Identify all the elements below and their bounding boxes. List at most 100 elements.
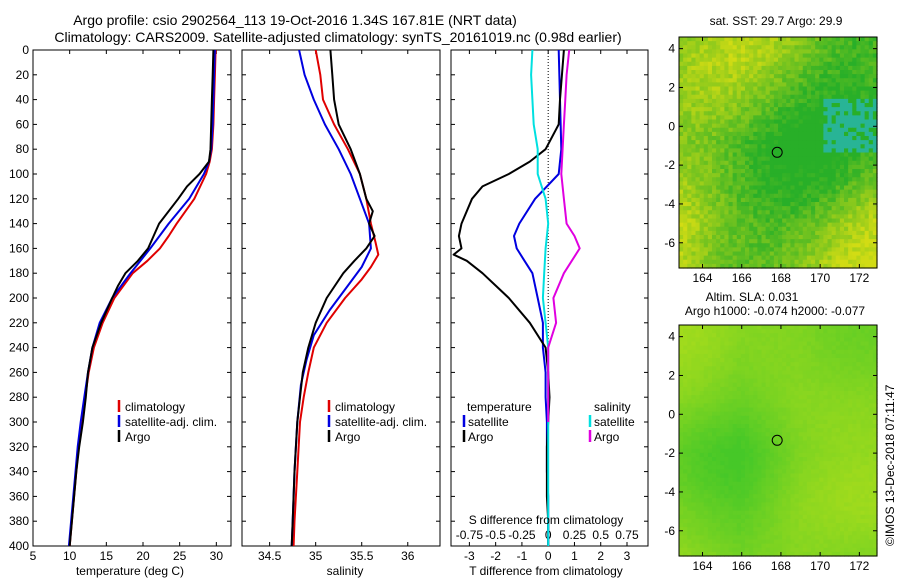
map-cell [811,349,816,355]
map-cell [839,181,845,187]
map-cell [844,218,849,224]
map-cell [864,345,870,351]
map-cell [839,140,845,145]
map-cell [868,329,874,334]
map-cell [856,103,862,108]
map-cell [699,173,705,178]
map-cell [745,366,750,371]
map-cell [691,226,697,232]
map-cell [769,407,775,413]
map-cell [703,177,709,182]
map-cell [691,115,697,121]
map-cell [798,263,804,269]
map-cell [872,461,878,466]
map-cell [679,189,684,195]
map-cell [732,214,738,220]
map-cell [827,164,833,170]
map-cell [848,353,853,359]
map-cell [835,259,841,265]
map-cell [773,197,779,203]
map-cell [707,136,713,141]
map-cell [699,90,705,96]
map-cell [868,333,874,338]
map-cell [802,436,808,442]
map-cell [790,255,796,261]
map-cell [786,477,791,483]
map-cell [716,222,721,228]
map-cell [848,123,853,129]
map-cell [691,37,697,42]
map-cell [839,127,845,133]
map-cell [683,82,688,88]
map-cell [679,78,684,83]
map-cell [778,370,783,376]
map-cell [794,436,800,442]
map-cell [839,452,845,458]
map-cell [703,399,709,404]
map-cell [720,119,725,125]
map-cell [806,210,812,215]
map-cell [860,386,866,392]
map-cell [683,251,688,257]
map-cell [782,255,787,261]
map-cell [695,485,701,491]
difference-top-axis-label: S difference from climatology [469,513,624,527]
map-cell [753,461,758,466]
map-cell [815,131,820,137]
map-cell [835,469,841,475]
map-cell [707,263,713,269]
map-cell [707,485,713,491]
map-cell [749,210,754,215]
map-cell [736,107,742,112]
map-cell [728,341,734,347]
map-cell [815,386,820,392]
map-cell [856,251,862,257]
map-cell [732,156,738,162]
map-cell [716,436,721,442]
map-cell [856,226,862,232]
map-cell [819,444,824,450]
map-cell [757,169,763,174]
map-cell [699,222,705,228]
map-cell [732,86,738,92]
map-cell [827,457,833,462]
map-cell [860,370,866,376]
map-cell [860,473,866,479]
map-cell [724,115,730,121]
map-cell [868,358,874,363]
map-cell [819,41,824,46]
map-cell [765,452,771,458]
map-cell [757,477,763,483]
map-cell [782,473,787,479]
map-cell [811,144,816,149]
map-cell [794,428,800,433]
map-cell [848,152,853,158]
map-cell [699,473,705,479]
map-cell [860,127,866,133]
map-cell [811,325,816,330]
map-cell [802,329,808,334]
map-cell [687,239,692,244]
map-cell [691,49,697,55]
map-cell [806,473,812,479]
map-cell [683,148,688,154]
map-cell [707,230,713,236]
map-cell [778,160,783,166]
map-cell [806,173,812,178]
map-cell [740,107,746,112]
map-cell [844,185,849,191]
map-cell [720,444,725,450]
map-cell [794,362,800,367]
map-cell [819,115,824,121]
map-cell [740,448,746,454]
map-cell [712,399,717,404]
map-cell [856,353,862,359]
map-cell [872,428,878,433]
map-cell [769,169,775,174]
map-cell [827,127,833,133]
map-cell [815,494,820,499]
map-cell [761,329,767,334]
map-cell [765,333,771,338]
map-cell [860,218,866,224]
map-cell [716,461,721,466]
